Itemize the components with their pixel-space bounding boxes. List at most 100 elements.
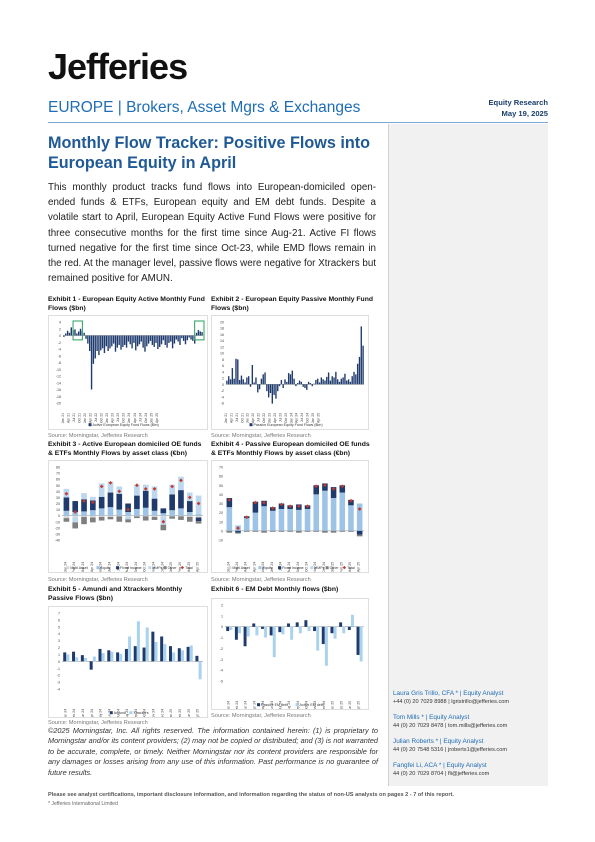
- stacked-bar-segment: [125, 512, 131, 516]
- x-tick-label: Oct 24: [143, 709, 147, 717]
- x-tick-label: May 24: [261, 701, 265, 709]
- stacked-bar-segment: [278, 530, 285, 532]
- bar: [177, 335, 179, 342]
- stacked-bar-segment: [169, 484, 175, 495]
- x-tick-label: Aug 24: [125, 709, 129, 717]
- analyst-name: Julian Roberts * | Equity Analyst: [393, 738, 484, 745]
- stacked-bar-segment: [252, 530, 259, 532]
- legend-label: MMFs: [314, 566, 324, 570]
- y-tick-label: 10: [56, 508, 60, 512]
- bar: [179, 335, 181, 345]
- bar: [269, 626, 273, 636]
- analyst-contact[interactable]: 44 (0) 20 7029 8704 | fli@jefferies.com: [393, 771, 490, 777]
- x-tick-label: Nov 24: [152, 562, 156, 572]
- bar: [74, 329, 76, 336]
- highlight-box: [72, 320, 83, 341]
- x-tick-label: Jan 24: [63, 562, 67, 572]
- bar: [272, 626, 276, 658]
- x-tick-label: Jun 24: [107, 709, 111, 717]
- bar: [329, 380, 332, 385]
- y-tick-label: 0: [222, 383, 224, 387]
- bar: [76, 333, 78, 336]
- x-tick-label: Mar 24: [81, 709, 85, 717]
- header-divider: [48, 122, 548, 123]
- sidebar-divider: [388, 124, 389, 786]
- stacked-bar-segment: [243, 518, 250, 531]
- bar: [313, 626, 317, 632]
- x-tick-label: Feb 24: [235, 562, 239, 572]
- x-tick-label: Feb 25: [178, 562, 182, 572]
- bar: [238, 626, 241, 634]
- analyst-name: Tom Mills * | Equity Analyst: [393, 714, 470, 721]
- analyst-contact[interactable]: 44 (0) 20 7548 5316 | jroberts1@jefferie…: [393, 747, 507, 753]
- x-tick-label: Jan 23: [105, 413, 109, 423]
- bar: [287, 373, 290, 385]
- bar: [155, 335, 157, 343]
- bar: [356, 626, 360, 655]
- y-tick-label: 4: [59, 321, 61, 325]
- y-tick-label: 0: [58, 660, 60, 664]
- total-marker: [117, 489, 122, 494]
- stacked-bar-segment: [81, 499, 87, 512]
- bar: [240, 375, 243, 385]
- stacked-bar-segment: [134, 516, 140, 519]
- exhibit-4-svg: 70 60 50 40 30 20 10 0 -10 Jan 24 Feb 24 Mar 24 Apr …: [218, 466, 364, 572]
- stacked-bar-segment: [235, 532, 241, 534]
- bar: [340, 378, 342, 385]
- bar: [233, 378, 235, 385]
- bar: [135, 335, 137, 351]
- stacked-bar-segment: [330, 487, 337, 499]
- bar: [307, 381, 310, 385]
- stacked-bar-segment: [169, 516, 175, 519]
- stacked-bar-segment: [195, 517, 202, 522]
- bar: [244, 382, 246, 385]
- bar: [90, 335, 93, 390]
- legal-entity-note: * Jefferies International Limited: [48, 801, 118, 807]
- legend-label: Other: [168, 566, 178, 570]
- analyst-contact[interactable]: +44 (0) 20 7029 8988 | lgristrillo@jeffe…: [393, 699, 510, 705]
- exhibit-3-title: Exhibit 3 - Active European domiciled OE…: [48, 441, 202, 457]
- x-tick-label: Oct 24: [305, 562, 309, 572]
- stacked-bar-segment: [261, 506, 267, 531]
- stacked-bar-segment: [90, 515, 96, 518]
- stacked-bar-segment: [186, 515, 193, 517]
- bar: [347, 626, 351, 630]
- y-tick-label: -5: [220, 680, 223, 684]
- stacked-bar-segment: [151, 515, 158, 517]
- bar: [136, 335, 139, 347]
- stacked-bar-segment: [178, 515, 184, 517]
- exhibit-1-chart: 4 2 0 -2 -4 -6 -8 -10 -12 -14 -16 -18 -20 Jan 21 Apr 2…: [48, 315, 208, 430]
- total-marker: [108, 480, 113, 485]
- y-tick-label: 20: [219, 511, 223, 515]
- x-tick-label: Jun 24: [270, 701, 274, 709]
- bar: [277, 384, 279, 392]
- bar: [131, 335, 133, 349]
- bar: [168, 335, 170, 343]
- stacked-bar-segment: [313, 530, 319, 532]
- stacked-bar-segment: [98, 516, 105, 521]
- bar: [107, 335, 109, 352]
- legend-label: Other: [330, 566, 340, 570]
- x-tick-label: Dec 24: [160, 562, 164, 572]
- analyst-contact[interactable]: 44 (0) 20 7029 8478 | tom.mills@jefferie…: [393, 723, 508, 729]
- stacked-bar-segment: [98, 483, 105, 497]
- bar: [289, 374, 292, 385]
- stacked-bar-segment: [72, 515, 79, 518]
- stacked-bar-segment: [63, 497, 70, 511]
- stacked-bar-segment: [243, 530, 250, 532]
- bar: [70, 327, 72, 336]
- bar: [120, 335, 122, 350]
- bar: [295, 622, 299, 627]
- x-tick-label: Mar 25: [348, 701, 352, 709]
- total-marker: [82, 499, 86, 503]
- bar: [349, 381, 352, 385]
- bar: [282, 384, 284, 389]
- y-tick-label: 70: [56, 472, 60, 476]
- bar: [65, 333, 67, 336]
- stacked-bar-segment: [261, 530, 267, 533]
- stacked-bar-segment: [142, 507, 149, 516]
- stacked-bar-segment: [125, 515, 131, 517]
- exhibit-4-source: Source: Morningstar, Jefferies Research: [211, 577, 311, 583]
- x-tick-label: Apr 21: [229, 413, 233, 423]
- analyst-card: Tom Mills * | Equity Analyst 44 (0) 20 7…: [393, 713, 553, 730]
